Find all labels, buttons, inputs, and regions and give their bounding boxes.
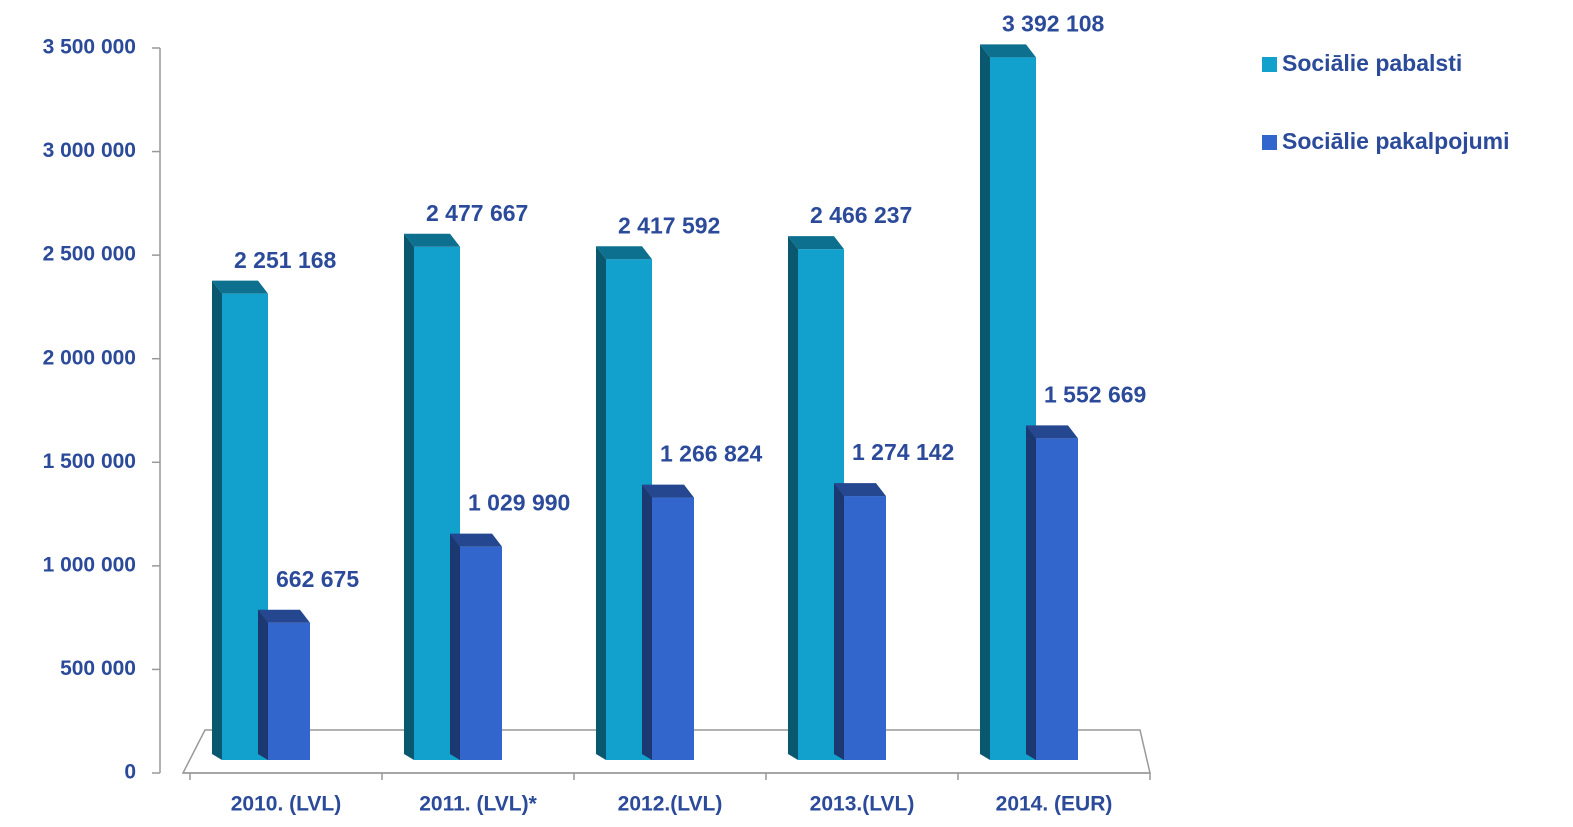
bar-side	[404, 233, 414, 760]
value-label: 2 477 667	[426, 200, 528, 226]
x-tick-label: 2010. (LVL)	[231, 793, 341, 816]
legend-swatch	[1262, 57, 1277, 72]
bar-side	[596, 246, 606, 761]
y-tick-label: 0	[124, 761, 136, 784]
y-tick-label: 2 500 000	[43, 243, 136, 266]
value-label: 2 251 168	[234, 247, 337, 273]
bar-side	[1026, 425, 1036, 760]
bar-side	[788, 236, 798, 761]
bar	[652, 497, 694, 760]
bar	[460, 546, 502, 760]
bar-top	[834, 483, 886, 497]
bar	[844, 496, 886, 760]
bar	[268, 622, 310, 760]
value-label: 662 675	[276, 566, 359, 592]
bar-top	[450, 533, 502, 547]
bar-top	[212, 280, 268, 294]
x-tick-label: 2013.(LVL)	[810, 793, 915, 816]
bar-side	[834, 483, 844, 760]
bar-side	[642, 484, 652, 760]
bar-side	[980, 44, 990, 760]
bar-side	[450, 533, 460, 760]
y-tick-label: 1 000 000	[43, 553, 136, 576]
value-label: 1 552 669	[1044, 381, 1146, 407]
legend-label: Sociālie pabalsti	[1282, 50, 1462, 76]
value-label: 2 466 237	[810, 202, 912, 228]
bar-top	[404, 233, 460, 247]
legend-swatch	[1262, 135, 1277, 150]
legend-label: Sociālie pakalpojumi	[1282, 128, 1510, 154]
x-tick-label: 2014. (EUR)	[996, 793, 1113, 816]
value-label: 1 029 990	[468, 490, 570, 516]
y-tick-label: 1 500 000	[43, 450, 136, 473]
x-tick-label: 2011. (LVL)*	[419, 793, 537, 816]
bar-top	[642, 484, 694, 498]
value-label: 1 266 824	[660, 441, 763, 467]
bar-side	[258, 609, 268, 760]
bar-top	[1026, 425, 1078, 439]
value-label: 1 274 142	[852, 439, 954, 465]
y-tick-label: 3 000 000	[43, 139, 136, 162]
y-tick-label: 500 000	[60, 657, 136, 680]
x-tick-label: 2012.(LVL)	[618, 793, 723, 816]
y-tick-label: 2 000 000	[43, 346, 136, 369]
value-label: 2 417 592	[618, 212, 720, 238]
bar-top	[596, 246, 652, 260]
bar	[1036, 438, 1078, 760]
y-tick-label: 3 500 000	[43, 36, 136, 59]
bar-top	[980, 44, 1036, 58]
bar-top	[788, 236, 844, 250]
bar-side	[212, 280, 222, 760]
value-label: 3 392 108	[1002, 10, 1105, 36]
bar-top	[258, 609, 310, 623]
